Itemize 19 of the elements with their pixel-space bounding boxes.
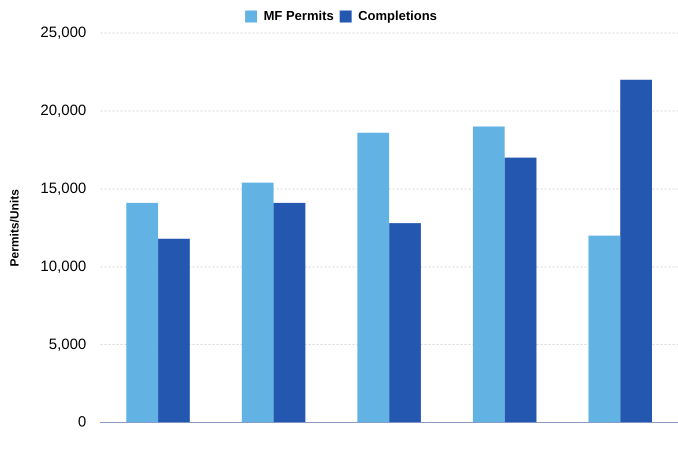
bar: [274, 202, 306, 422]
y-tick-label: 10,000: [40, 258, 86, 275]
bar: [588, 236, 620, 422]
bar: [242, 182, 274, 422]
bar: [158, 238, 190, 422]
bar: [389, 223, 421, 422]
legend-label: MF Permits: [264, 8, 334, 24]
legend-label: Completions: [358, 8, 437, 24]
bar: [126, 202, 158, 422]
y-tick-label: 15,000: [40, 180, 86, 197]
bar: [504, 158, 536, 422]
bar: [472, 126, 505, 422]
y-tick-label: 5,000: [48, 336, 86, 353]
y-tick-label: 0: [78, 414, 86, 431]
bar: [620, 80, 652, 422]
y-axis-title: Permits/Units: [8, 188, 22, 266]
bar: [357, 132, 390, 422]
y-tick-label: 25,000: [40, 24, 86, 42]
y-tick-label: 20,000: [40, 102, 86, 120]
